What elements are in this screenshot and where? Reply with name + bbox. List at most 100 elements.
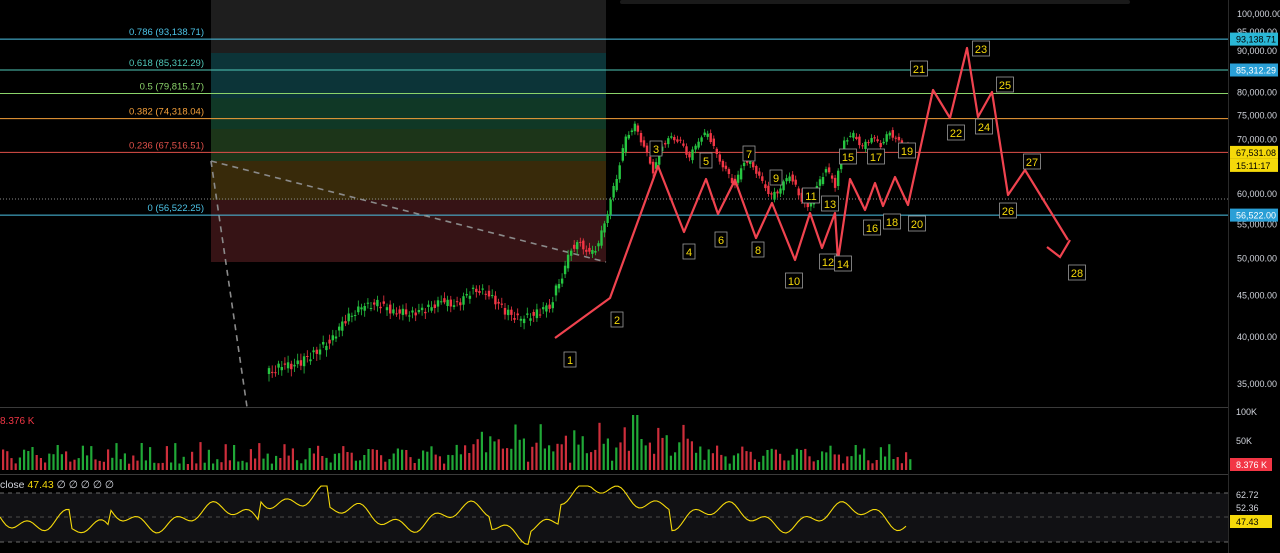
volume-bar bbox=[426, 451, 429, 470]
volume-bar bbox=[879, 447, 882, 470]
volume-bar bbox=[207, 449, 210, 470]
volume-bar bbox=[224, 444, 227, 470]
price-tick: 45,000.00 bbox=[1237, 290, 1277, 300]
fib-label: 0.5 (79,815.17) bbox=[140, 82, 204, 93]
wave-label: 11 bbox=[805, 191, 816, 203]
volume-bar bbox=[753, 459, 756, 470]
volume-bar bbox=[69, 461, 72, 470]
volume-bar bbox=[728, 463, 731, 470]
candle-body bbox=[344, 321, 347, 324]
volume-bar bbox=[510, 448, 513, 470]
volume-bar bbox=[741, 446, 744, 470]
candle-body bbox=[730, 177, 734, 183]
candle-body bbox=[274, 372, 277, 374]
candle-body bbox=[827, 167, 831, 173]
volume-tag-text: 8.376 K bbox=[1236, 460, 1267, 470]
volume-bar bbox=[527, 461, 530, 470]
candle-body bbox=[513, 318, 516, 320]
wave-label-box bbox=[785, 272, 803, 289]
volume-bar bbox=[489, 436, 492, 470]
volume-bar bbox=[60, 454, 63, 470]
volume-bar bbox=[417, 458, 420, 470]
candle-body bbox=[670, 136, 673, 138]
candle-body bbox=[648, 156, 652, 164]
candles bbox=[267, 121, 910, 382]
candle-body bbox=[331, 335, 334, 341]
candle-body bbox=[749, 161, 752, 164]
volume-bar bbox=[703, 459, 706, 470]
candle-body bbox=[721, 160, 725, 168]
fib-zones bbox=[211, 0, 606, 262]
candle-body bbox=[824, 169, 828, 173]
volume-bar bbox=[888, 444, 891, 470]
candle-body bbox=[885, 134, 888, 142]
candle-body bbox=[794, 179, 797, 185]
candle-body bbox=[658, 151, 661, 165]
volume-bar bbox=[434, 454, 437, 470]
volume-bar bbox=[161, 462, 164, 470]
volume-bar bbox=[543, 448, 546, 470]
candle-body bbox=[709, 133, 712, 142]
volume-bar bbox=[233, 445, 236, 470]
volume-bar bbox=[732, 455, 735, 470]
volume-bar bbox=[107, 449, 110, 470]
candle-body bbox=[309, 359, 312, 362]
volume-bar bbox=[308, 448, 311, 470]
candle-body bbox=[579, 241, 582, 243]
volume-bar bbox=[262, 458, 265, 470]
volume-bar bbox=[342, 446, 345, 470]
volume-bar bbox=[375, 449, 378, 470]
volume-bar bbox=[401, 449, 404, 470]
volume-bar bbox=[548, 445, 551, 470]
volume-bar bbox=[699, 446, 702, 470]
candle-body bbox=[277, 363, 280, 368]
volume-bar bbox=[14, 463, 17, 470]
candle-body bbox=[612, 186, 615, 198]
volume-bar bbox=[182, 456, 185, 470]
wave-label: 23 bbox=[975, 44, 987, 56]
volume-bar bbox=[422, 450, 425, 470]
oscillator-legend-value: 47.43 bbox=[27, 479, 54, 491]
volume-bar bbox=[468, 453, 471, 470]
candle-body bbox=[697, 141, 700, 148]
volume-bar bbox=[737, 453, 740, 470]
volume-bar bbox=[249, 449, 252, 470]
price-tag-text: 93,138.71 bbox=[1236, 35, 1276, 45]
candle-body bbox=[679, 139, 682, 141]
volume-bar bbox=[842, 463, 845, 470]
price-tag-text: 15:11:17 bbox=[1236, 161, 1270, 171]
wave-label: 12 bbox=[822, 257, 834, 269]
projection-path bbox=[554, 46, 1069, 339]
volume-bar bbox=[846, 456, 849, 470]
wave-label: 16 bbox=[866, 223, 878, 235]
candle-body bbox=[532, 312, 535, 316]
volume-bar bbox=[2, 449, 5, 470]
price-tag-text: 56,522.00 bbox=[1236, 211, 1276, 221]
fib-label: 0.618 (85,312.29) bbox=[129, 58, 204, 69]
wave-label: 25 bbox=[999, 80, 1011, 92]
candle-body bbox=[688, 153, 691, 158]
candle-body bbox=[516, 313, 519, 316]
volume-bar bbox=[854, 445, 857, 470]
volume-bar bbox=[783, 460, 786, 470]
volume-bar bbox=[48, 453, 51, 470]
candle-body bbox=[436, 300, 440, 307]
candle-body bbox=[414, 312, 417, 316]
price-tag-bg bbox=[1230, 145, 1278, 159]
volume-bar bbox=[27, 451, 30, 470]
candle-body bbox=[603, 223, 606, 233]
fib-lines: 0.786 (93,138.71) 0.618 (85,312.29) 0.5 (7… bbox=[0, 27, 1228, 216]
candle-body bbox=[573, 244, 576, 249]
volume-bar bbox=[35, 455, 38, 470]
wave-label: 19 bbox=[901, 146, 913, 158]
wave-label: 15 bbox=[842, 152, 854, 164]
candle-body bbox=[449, 299, 452, 307]
volume-bar bbox=[459, 454, 462, 470]
volume-bar bbox=[136, 460, 139, 470]
candle-body bbox=[609, 199, 612, 215]
candle-body bbox=[286, 362, 290, 369]
volume-bar bbox=[564, 435, 567, 470]
candle-body bbox=[554, 285, 558, 296]
volume-bar bbox=[283, 444, 286, 470]
